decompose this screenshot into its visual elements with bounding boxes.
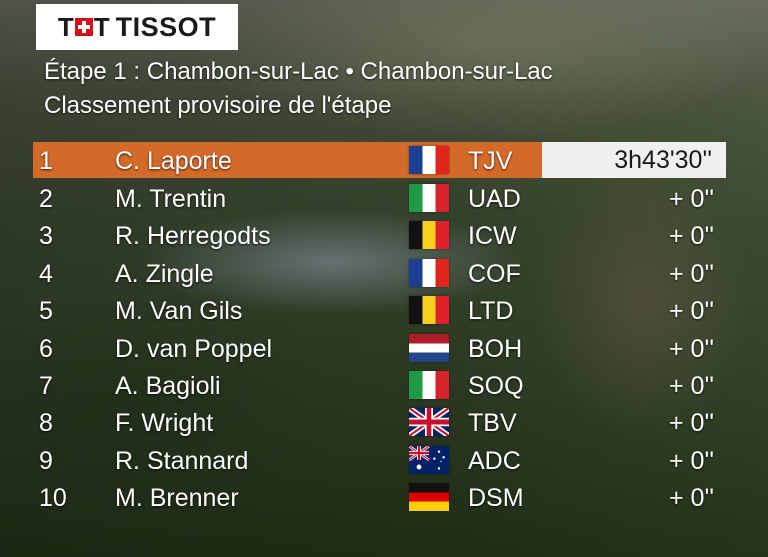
- time-gap: + 0'': [669, 334, 714, 363]
- time-gap: + 0'': [669, 484, 714, 513]
- rider-name: M. Trentin: [115, 185, 227, 213]
- team-code: UAD: [468, 185, 521, 213]
- rider-name: R. Stannard: [115, 446, 249, 475]
- team-code: BOH: [468, 334, 523, 363]
- standings-row: 3 R. Herregodts ICW + 0'': [33, 217, 726, 254]
- rider-name: R. Herregodts: [115, 222, 271, 251]
- rider-name: M. Brenner: [115, 484, 239, 513]
- uk-flag-icon: [409, 408, 449, 437]
- belgium-flag-icon: [409, 221, 449, 250]
- rider-name: D. van Poppel: [115, 334, 273, 363]
- standings-row: 7 A. Bagioli SOQ + 0'': [33, 367, 726, 404]
- team-code: ADC: [468, 446, 521, 475]
- rank: 6: [39, 334, 53, 363]
- standings-table: 1 C. Laporte TJV 3h43'30'' 2 M. Trentin …: [33, 142, 726, 517]
- team-code: DSM: [468, 484, 524, 513]
- france-flag-icon: [409, 258, 449, 287]
- time-box: [542, 142, 726, 178]
- italy-flag-icon: [409, 184, 449, 212]
- standings-subtitle: Classement provisoire de l'étape: [44, 92, 392, 119]
- time-gap: + 0'': [669, 371, 714, 400]
- standings-row: 6 D. van Poppel BOH + 0'': [33, 330, 726, 367]
- team-code: ICW: [468, 222, 517, 251]
- belgium-flag-icon: [409, 296, 449, 325]
- germany-flag-icon: [409, 483, 449, 512]
- netherlands-flag-icon: [409, 333, 449, 362]
- rank: 3: [39, 222, 53, 251]
- standings-row-leader: 1 C. Laporte TJV 3h43'30'': [33, 142, 726, 178]
- rank: 7: [39, 371, 53, 400]
- standings-row: 9 R. Stannard ADC + 0'': [33, 442, 726, 479]
- team-code: COF: [468, 259, 521, 288]
- team-code: TJV: [468, 147, 513, 175]
- time-gap: + 0'': [669, 409, 714, 438]
- rank: 8: [39, 409, 53, 438]
- team-code: TBV: [468, 409, 517, 438]
- time-gap: + 0'': [669, 222, 714, 251]
- time-gap: + 0'': [669, 259, 714, 288]
- team-code: SOQ: [468, 371, 524, 400]
- rider-name: F. Wright: [115, 409, 214, 438]
- brand-name: TISSOT: [115, 11, 217, 42]
- standings-row: 8 F. Wright TBV + 0'': [33, 404, 726, 441]
- stage-title: Étape 1 : Chambon-sur-Lac • Chambon-sur-…: [44, 58, 553, 85]
- standings-row: 5 M. Van Gils LTD + 0'': [33, 292, 726, 329]
- france-flag-icon: [409, 146, 449, 174]
- time-gap: + 0'': [669, 297, 714, 326]
- time-gap: + 0'': [669, 185, 714, 213]
- race-time: 3h43'30'': [614, 146, 712, 174]
- rank: 5: [39, 297, 53, 326]
- rider-name: A. Zingle: [115, 259, 214, 288]
- standings-row: 2 M. Trentin UAD + 0'': [33, 180, 726, 217]
- rank: 10: [39, 484, 67, 513]
- rider-name: M. Van Gils: [115, 297, 243, 326]
- standings-row: 10 M. Brenner DSM + 0'': [33, 479, 726, 516]
- rank: 2: [39, 185, 53, 213]
- standings-row: 4 A. Zingle COF + 0'': [33, 255, 726, 292]
- team-code: LTD: [468, 297, 514, 326]
- rank: 9: [39, 446, 53, 475]
- rider-name: A. Bagioli: [115, 371, 221, 400]
- rank: 1: [39, 147, 53, 175]
- rider-name: C. Laporte: [115, 147, 232, 175]
- rank: 4: [39, 259, 53, 288]
- time-gap: + 0'': [669, 446, 714, 475]
- australia-flag-icon: [409, 445, 449, 474]
- italy-flag-icon: [409, 370, 449, 399]
